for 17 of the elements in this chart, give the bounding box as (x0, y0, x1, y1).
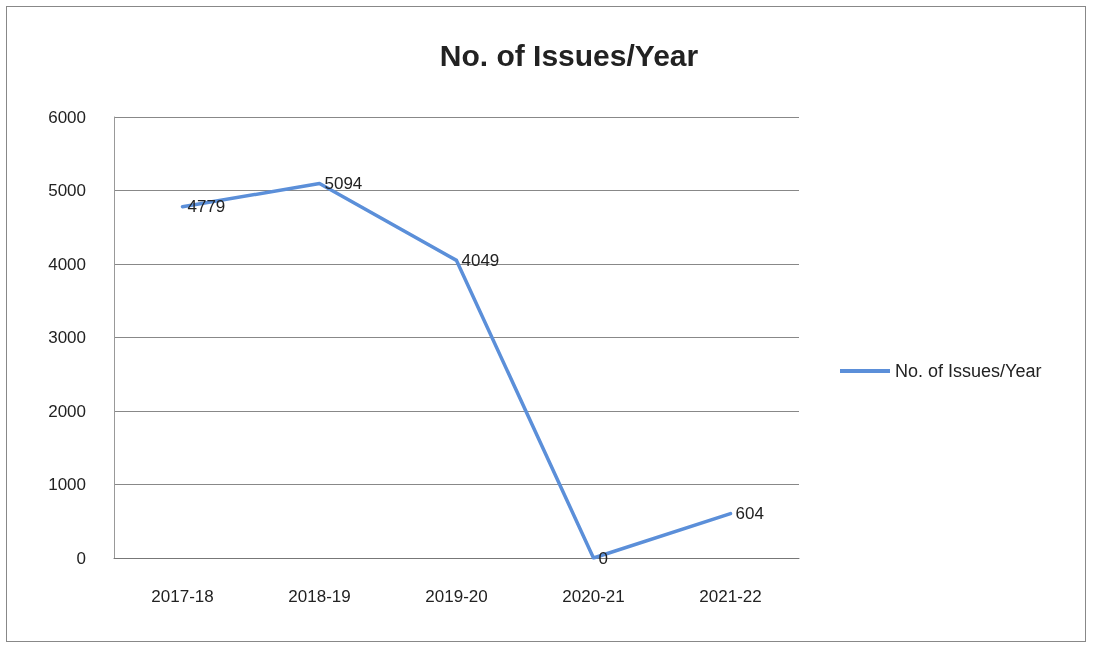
y-tick-label: 6000 (48, 107, 86, 127)
y-tick-label: 2000 (48, 401, 86, 421)
data-label: 5094 (324, 174, 363, 194)
legend-label: No. of Issues/Year (895, 361, 1042, 381)
y-tick-label: 3000 (48, 328, 86, 347)
x-tick-label: 2017-18 (151, 587, 214, 606)
data-label: 4049 (461, 250, 500, 270)
x-tick-label: 2019-20 (425, 587, 488, 606)
y-tick-label: 0 (76, 548, 86, 568)
y-tick-label: 4000 (48, 254, 86, 274)
x-tick-label: 2020-21 (562, 587, 625, 606)
data-label: 604 (735, 504, 764, 524)
y-tick-label: 1000 (48, 475, 86, 494)
y-tick-label: 5000 (48, 181, 86, 200)
chart-title: No. of Issues/Year (439, 38, 699, 72)
x-tick-label: 2021-22 (699, 587, 762, 606)
x-tick-label: 2018-19 (288, 587, 351, 606)
